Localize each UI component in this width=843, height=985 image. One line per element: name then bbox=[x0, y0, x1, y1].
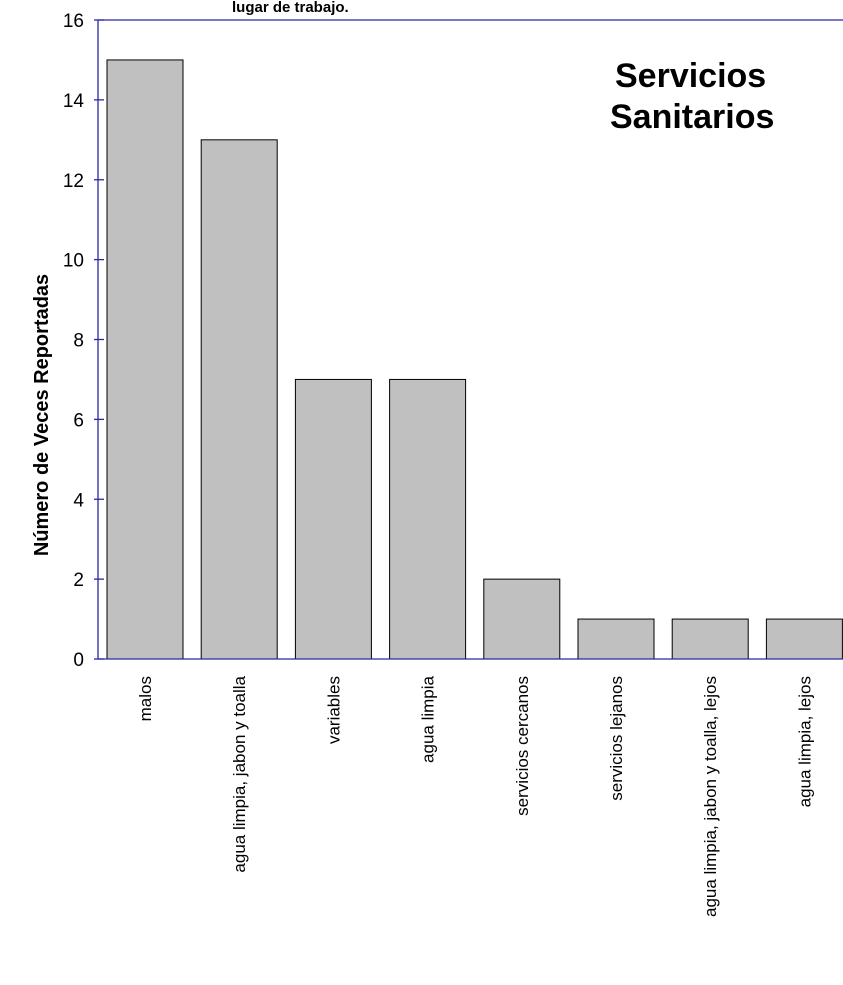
bar-5 bbox=[577, 618, 655, 660]
top-caption: lugar de trabajo. bbox=[232, 0, 349, 16]
x-tick-label-7: agua limpia, lejos bbox=[795, 676, 814, 807]
x-tick-label-3: agua limpia bbox=[419, 675, 438, 762]
x-tick-label-6: agua limpia, jabon y toalla, lejos bbox=[701, 676, 720, 917]
y-tick-label-0: 0 bbox=[73, 650, 84, 671]
y-tick-label-12: 12 bbox=[63, 171, 84, 192]
y-tick-label-4: 4 bbox=[73, 490, 84, 511]
bars-group bbox=[106, 59, 843, 660]
y-tick-label-10: 10 bbox=[63, 251, 84, 272]
y-tick-label-2: 2 bbox=[73, 570, 84, 591]
bar-7 bbox=[765, 618, 843, 660]
bar-2 bbox=[294, 378, 372, 660]
y-tick-label-8: 8 bbox=[73, 331, 84, 352]
x-tick-label-4: servicios cercanos bbox=[513, 676, 532, 816]
y-tick-label-16: 16 bbox=[63, 11, 84, 32]
chart-title-line-1: Servicios bbox=[615, 57, 766, 95]
x-tick-label-5: servicios lejanos bbox=[607, 676, 626, 801]
bar-4 bbox=[483, 578, 561, 660]
bar-3 bbox=[389, 378, 467, 660]
x-tick-label-2: variables bbox=[324, 676, 343, 744]
x-tick-label-1: agua limpia, jabon y toalla bbox=[230, 675, 249, 872]
y-axis-label: Número de Veces Reportadas bbox=[31, 274, 53, 556]
x-tick-label-0: malos bbox=[136, 676, 155, 721]
x-labels-group: malos agua limpia, jabon y toalla variable… bbox=[136, 675, 814, 917]
bar-0 bbox=[106, 59, 184, 660]
y-tick-label-14: 14 bbox=[63, 91, 85, 112]
y-ticks-group: 0 2 4 6 8 10 12 14 16 bbox=[63, 11, 104, 671]
bar-1 bbox=[200, 139, 278, 660]
bar-6 bbox=[671, 618, 749, 660]
chart-title-line-2: Sanitarios bbox=[610, 98, 774, 136]
y-tick-label-6: 6 bbox=[73, 410, 84, 431]
